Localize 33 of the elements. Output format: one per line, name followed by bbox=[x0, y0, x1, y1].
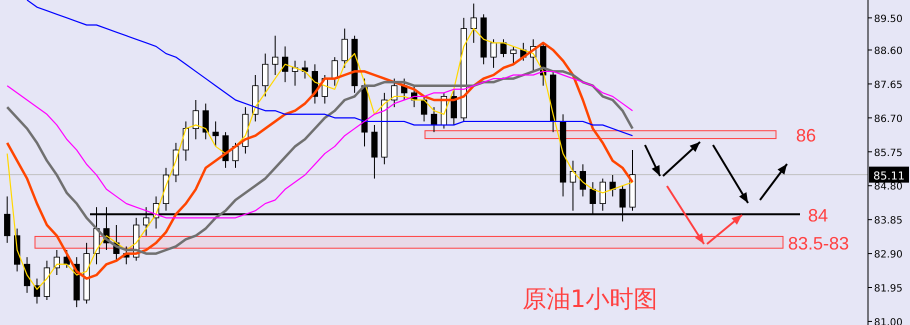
ref-line-label: 85.11 bbox=[873, 170, 905, 183]
y-tick-label: 89.50 bbox=[874, 14, 903, 25]
line-series bbox=[6, 70, 634, 218]
candlestick bbox=[470, 3, 477, 44]
ref-line-label: 84 bbox=[808, 205, 828, 226]
line-series bbox=[26, 0, 634, 136]
candlestick bbox=[262, 53, 268, 97]
y-tick-label: 88.60 bbox=[874, 46, 903, 57]
y-tick-label: 83.85 bbox=[874, 216, 903, 227]
candlestick bbox=[212, 120, 219, 147]
candlestick bbox=[342, 28, 348, 68]
candlestick bbox=[600, 178, 606, 212]
y-tick-label: 87.65 bbox=[874, 80, 903, 91]
candlestick bbox=[4, 196, 10, 244]
candlestick bbox=[450, 88, 457, 126]
candlestick bbox=[202, 103, 209, 140]
candlestick bbox=[272, 35, 278, 76]
y-tick-label: 85.75 bbox=[874, 148, 903, 159]
candlestick bbox=[490, 38, 497, 68]
y-tick-label: 86.70 bbox=[874, 114, 903, 125]
line-series bbox=[6, 66, 634, 255]
text: 原油1小时图 bbox=[522, 285, 658, 313]
candlestick bbox=[610, 174, 616, 197]
y-tick-label: 81.95 bbox=[874, 284, 903, 294]
band-label: 86 bbox=[796, 126, 816, 146]
band-label: 83.5-83 bbox=[788, 233, 850, 254]
candlestick bbox=[391, 78, 398, 108]
y-tick-label: 84.80 bbox=[874, 182, 903, 193]
y-tick-label: 82.90 bbox=[874, 250, 903, 261]
candlestick bbox=[182, 120, 189, 162]
candlestick bbox=[332, 56, 338, 86]
candlestick bbox=[510, 46, 517, 65]
candlestick bbox=[192, 100, 199, 140]
